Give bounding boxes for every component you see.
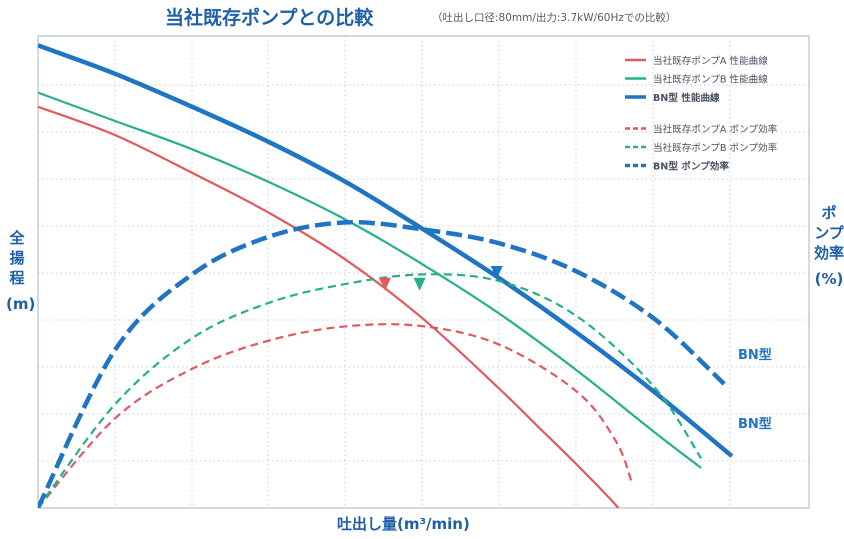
y-axis-right-title: ポンプ効率 [814, 204, 844, 262]
series-line-4 [38, 273, 703, 508]
plot-border [37, 35, 810, 509]
series-line-2 [38, 43, 734, 458]
curve-labels: BN型 BN型 [738, 347, 772, 432]
legend-label-3: 当社既存ポンプA ポンプ効率 [653, 124, 778, 136]
arrow-markers [378, 266, 503, 291]
x-axis-label: 吐出し量(m³/min) [337, 515, 470, 533]
legend-label-5: BN型 ポンプ効率 [653, 161, 729, 173]
series-line-5 [38, 219, 726, 508]
series-line-3 [38, 323, 633, 508]
plot-frame [37, 35, 810, 509]
legend-label-4: 当社既存ポンプB ポンプ効率 [653, 142, 778, 154]
y-axis-left-label: 全揚程 (m) [6, 228, 36, 314]
y-axis-right-label: ポンプ効率 (%) [814, 203, 844, 289]
curve-end-label-1: BN型 [738, 416, 772, 432]
legend-label-2: BN型 性能曲線 [653, 92, 720, 104]
legend-label-0: 当社既存ポンプA 性能曲線 [653, 55, 768, 67]
arrow-marker-1 [413, 277, 426, 291]
arrow-marker-2 [490, 266, 503, 279]
chart-title: 当社既存ポンプとの比較 [165, 7, 374, 29]
y-axis-right-unit: (%) [814, 270, 844, 288]
grid [38, 36, 809, 508]
y-axis-left-title: 全揚程 [9, 229, 25, 287]
arrow-marker-0 [378, 277, 391, 291]
y-axis-left-unit: (m) [6, 295, 36, 313]
chart-subtitle: （吐出し口径:80mm/出力:3.7kW/60Hzでの比較） [432, 12, 677, 24]
series-line-1 [38, 91, 702, 469]
series-group [38, 43, 734, 508]
curve-end-label-0: BN型 [738, 347, 772, 363]
legend-label-1: 当社既存ポンプB 性能曲線 [653, 74, 768, 86]
series-line-0 [38, 105, 620, 508]
